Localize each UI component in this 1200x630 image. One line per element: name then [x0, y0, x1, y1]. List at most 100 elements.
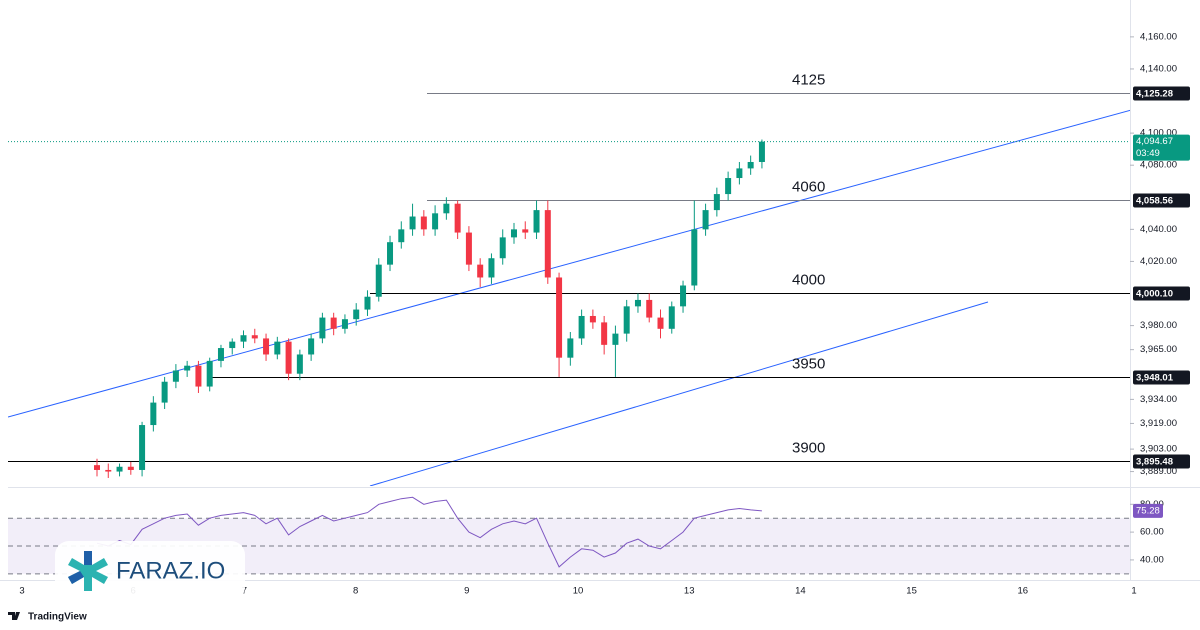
last-price-label: 4,094.67	[1136, 136, 1173, 147]
candle-body	[341, 319, 348, 329]
x-tick-label: 9	[464, 586, 469, 597]
candle-body	[308, 338, 315, 355]
rsi-line	[96, 496, 762, 568]
candle-body	[657, 317, 664, 329]
candle-body	[634, 299, 641, 307]
candle-body	[533, 210, 540, 233]
x-tick-label: 1	[1131, 586, 1136, 597]
level-price-label: 3,948.01	[1136, 373, 1174, 384]
candle-body	[465, 232, 472, 265]
x-tick-label: 15	[906, 586, 917, 597]
y-tick-label: 3,934.00	[1140, 394, 1177, 405]
level-price-box	[1133, 454, 1190, 469]
candle-body	[116, 466, 123, 472]
level-price-box	[1133, 193, 1190, 208]
candle-body	[432, 213, 439, 230]
level-price-label: 4,058.56	[1136, 196, 1173, 207]
footer-logo	[8, 612, 20, 620]
candle-body	[443, 203, 450, 214]
last-price-box	[1133, 134, 1190, 161]
trend-line	[8, 109, 1130, 418]
level-name: 4125	[792, 71, 825, 88]
candle-body	[251, 335, 258, 339]
candle-body	[420, 216, 427, 230]
candle-body	[184, 365, 191, 371]
y-tick-label: 3,980.00	[1140, 320, 1177, 331]
x-tick-label: 16	[1018, 586, 1029, 597]
candle-body	[229, 341, 236, 349]
rsi-last-box	[1133, 503, 1163, 518]
level-price-box	[1133, 286, 1190, 301]
y-tick-label: 3,903.00	[1140, 444, 1177, 455]
candle-body	[736, 168, 743, 179]
x-tick-label: 8	[353, 586, 358, 597]
candle-body	[296, 354, 303, 374]
candle-body	[713, 194, 720, 211]
level-name: 3900	[792, 439, 825, 456]
watermark: FARAZ.IO	[55, 541, 245, 601]
candle-body	[195, 365, 202, 387]
axes: 4,160.00 4,140.00 4,100.00 4,080.00 4,040.00…	[19, 31, 1190, 597]
y-tick-label: 4,080.00	[1140, 160, 1177, 171]
candle-body	[105, 469, 112, 472]
level-price-label: 4,125.28	[1136, 89, 1173, 100]
candle-body	[488, 258, 495, 278]
level-name: 3950	[792, 355, 825, 372]
candle-body	[172, 370, 179, 382]
candle-body	[747, 161, 754, 169]
countdown-label: 03:49	[1136, 148, 1160, 159]
candle-body	[691, 229, 698, 286]
level-price-label: 3,895.48	[1136, 457, 1173, 468]
footer: TradingView	[8, 612, 87, 623]
candle-body	[510, 229, 517, 238]
y-tick-label: 3,965.00	[1140, 344, 1177, 355]
level-price-label: 4,000.10	[1136, 289, 1173, 300]
candle-body	[702, 210, 709, 230]
y-tick-label: 3,919.00	[1140, 418, 1177, 429]
candle-body	[240, 335, 247, 342]
level-price-box	[1133, 370, 1190, 385]
candle-body	[589, 315, 596, 323]
candle-body	[161, 381, 168, 403]
trend-line	[369, 301, 989, 486]
candle-body	[680, 285, 687, 307]
rsi-tick-label: 40.00	[1140, 554, 1164, 565]
candle-body	[353, 309, 360, 320]
candle-body	[499, 237, 506, 259]
candle-body	[522, 229, 529, 233]
candle-body	[217, 348, 224, 361]
candle-body	[139, 425, 146, 470]
candle-body	[612, 333, 619, 345]
candle-body	[601, 322, 608, 345]
rsi-last-label: 75.28	[1136, 505, 1160, 516]
x-tick-label: 10	[573, 586, 584, 597]
candle-body	[578, 315, 585, 339]
candle-body	[623, 306, 630, 334]
level-name: 4000	[792, 271, 825, 288]
x-tick-label: 13	[684, 586, 695, 597]
candle-body	[544, 210, 551, 278]
candle-body	[668, 306, 675, 329]
candle-body	[725, 178, 732, 195]
watermark-logo	[68, 551, 108, 591]
y-tick-label: 4,140.00	[1140, 63, 1177, 74]
rsi-tick-label: 60.00	[1140, 527, 1164, 538]
candle-body	[409, 216, 416, 230]
candle-body	[206, 360, 213, 387]
candle-body	[398, 229, 405, 243]
candle-body	[387, 242, 394, 265]
y-tick-label: 3,889.00	[1140, 466, 1177, 477]
candle-body	[94, 465, 100, 470]
candle-body	[454, 203, 461, 233]
candle-body	[646, 299, 653, 318]
y-tick-label: 4,040.00	[1140, 224, 1177, 235]
x-tick-label: 14	[795, 586, 806, 597]
candle-body	[330, 317, 337, 329]
candle-body	[285, 341, 292, 374]
candle-body	[567, 338, 574, 358]
level-name: 4060	[792, 178, 825, 195]
candle-body	[274, 341, 281, 355]
footer-text: TradingView	[28, 612, 87, 623]
